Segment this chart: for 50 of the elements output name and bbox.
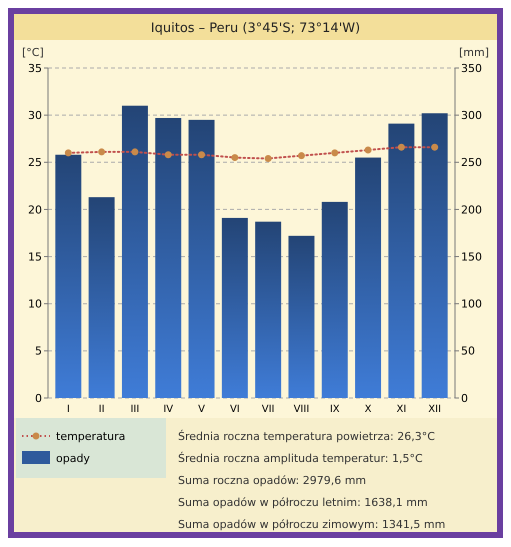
y2-tick-label: 300 (461, 108, 482, 122)
x-tick-label: V (198, 404, 206, 415)
x-tick-label: XI (396, 404, 406, 415)
x-tick-label: II (98, 404, 105, 415)
bar (255, 222, 282, 398)
text: Suma opadów w półroczu letnim: 1638,1 mm (178, 496, 428, 509)
x-tick-label: VIII (294, 404, 310, 415)
bar (88, 197, 115, 398)
y-tick-label: 20 (28, 203, 42, 216)
y2-tick-label: 0 (461, 392, 468, 405)
x-tick-label: VI (230, 404, 240, 415)
legend-label: temperatura (56, 430, 126, 443)
y-tick-label: 25 (28, 156, 42, 170)
y2-axis-title: [mm] (458, 46, 489, 59)
bar (155, 118, 182, 398)
y-tick-label: 30 (28, 108, 42, 122)
bar (388, 124, 414, 398)
text: Suma roczna opadów: 2979,6 mm (178, 474, 366, 487)
text: Suma opadów w półroczu zimowym: 1341,5 mm (178, 518, 446, 531)
x-tick-label: IX (330, 404, 340, 415)
text: Średnia roczna temperatura powietrza: 26,3°C (178, 428, 436, 443)
y2-tick-label: 250 (461, 156, 482, 170)
y-tick-label: 10 (28, 298, 42, 311)
bar (122, 106, 148, 398)
y-tick-label: 35 (28, 62, 42, 75)
y2-tick-label: 100 (461, 298, 482, 311)
y2-tick-label: 50 (461, 344, 475, 358)
y2-tick-label: 200 (461, 203, 482, 216)
bar (322, 202, 348, 398)
bar (288, 236, 314, 398)
bar (422, 113, 448, 398)
bar (222, 218, 248, 398)
y2-tick-label: 150 (461, 250, 482, 264)
x-tick-label: XII (428, 404, 442, 415)
x-tick-label: III (130, 404, 140, 415)
bar (355, 158, 382, 398)
bar (188, 120, 215, 398)
text: Średnia roczna amplituda temperatur: 1,5°C (178, 450, 423, 465)
x-tick-label: VII (262, 404, 275, 415)
x-tick-label: X (364, 404, 372, 415)
legend-label: opady (56, 452, 90, 465)
bar (55, 154, 82, 398)
y-axis-title: [°C] (22, 46, 44, 59)
y-tick-label: 0 (35, 392, 42, 405)
y-tick-label: 5 (35, 344, 42, 358)
y2-tick-label: 350 (461, 62, 482, 75)
x-tick-label: I (66, 404, 70, 415)
y-tick-label: 15 (28, 250, 42, 264)
chart-title: Iquitos – Peru (3°45'S; 73°14'W) (150, 21, 360, 36)
x-tick-label: IV (163, 404, 174, 415)
